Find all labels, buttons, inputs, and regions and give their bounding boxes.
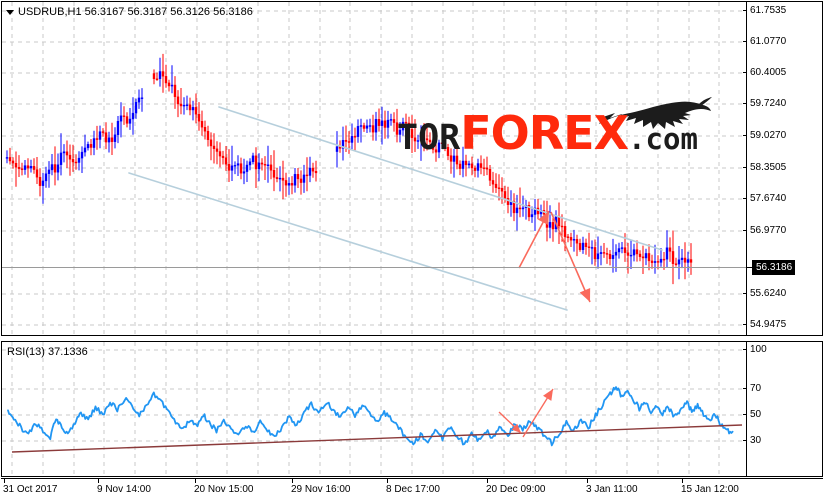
- watermark-tor: TOR: [397, 118, 461, 158]
- symbol-chevron-down-icon[interactable]: [6, 10, 14, 15]
- price-y-axis-scale[interactable]: 56.3186 61.7535 61.0770 60.4005 59.7240 59.0…: [743, 2, 822, 335]
- price-chart-panel[interactable]: TORFOREX.com USDRUB,H1 56.3167 56.3187 5…: [1, 1, 823, 336]
- x-axis-date-label: 20 Dec 09:00: [486, 484, 546, 495]
- rsi-y-axis-scale[interactable]: 100 70 50 30: [743, 342, 822, 476]
- x-axis-date-scale[interactable]: 31 Oct 2017 9 Nov 14:00 20 Nov 15:00 29 Nov…: [1, 478, 823, 503]
- x-axis-tick: [98, 478, 99, 483]
- x-axis-date-label: 29 Nov 16:00: [291, 484, 351, 495]
- watermark-text: TORFOREX.com: [397, 106, 698, 160]
- running-bull-icon: [599, 97, 712, 129]
- x-axis-tick: [292, 478, 293, 483]
- x-axis-date-label: 31 Oct 2017: [3, 484, 58, 495]
- rsi-trendline[interactable]: [2, 342, 749, 476]
- current-price-line: [2, 267, 749, 268]
- rsi-forecast-arrows[interactable]: [2, 342, 749, 476]
- symbol-ohlc-label: USDRUB,H1 56.3167 56.3187 56.3126 56.318…: [18, 6, 253, 18]
- watermark-com: .com: [628, 122, 698, 156]
- rsi-plot-area[interactable]: RSI(13) 37.1336: [2, 342, 822, 476]
- candlestick-series: [5, 53, 693, 285]
- x-axis-tick: [487, 478, 488, 483]
- x-axis-tick: [387, 478, 388, 483]
- x-axis-date-label: 15 Jan 12:00: [681, 484, 739, 495]
- x-axis-tick: [682, 478, 683, 483]
- x-axis-date-label: 3 Jan 11:00: [586, 484, 638, 495]
- price-plot-area[interactable]: TORFOREX.com USDRUB,H1 56.3167 56.3187 5…: [2, 2, 822, 335]
- rsi-indicator-panel[interactable]: RSI(13) 37.1336 100 70 50 30: [1, 341, 823, 477]
- x-axis-line: [1, 478, 823, 479]
- price-forecast-arrows[interactable]: [2, 2, 749, 335]
- x-axis-tick: [195, 478, 196, 483]
- x-axis-tick: [587, 478, 588, 483]
- x-axis-date-label: 20 Nov 15:00: [194, 484, 254, 495]
- watermark-forex: FOREX: [460, 106, 629, 160]
- x-axis-date-label: 8 Dec 17:00: [386, 484, 440, 495]
- current-price-notch: [747, 267, 752, 268]
- current-price-tag: 56.3186: [752, 260, 796, 275]
- x-axis-date-label: 9 Nov 14:00: [97, 484, 151, 495]
- trend-channel-lines[interactable]: [2, 2, 749, 335]
- rsi-label: RSI(13) 37.1336: [7, 346, 88, 358]
- rsi-line-series: [7, 386, 734, 447]
- torforex-watermark: TORFOREX.com: [397, 97, 717, 162]
- x-axis-tick: [4, 478, 5, 483]
